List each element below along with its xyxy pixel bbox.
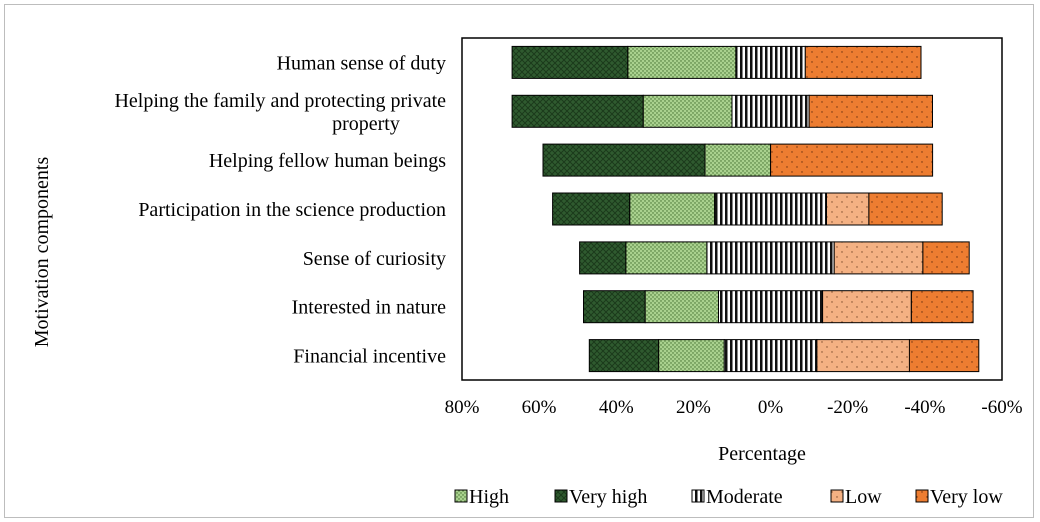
bars-group <box>511 45 980 373</box>
legend-label-low: Low <box>845 486 882 508</box>
bar-very-high-interested-in-nature <box>583 290 646 324</box>
y-label-sense-of-curiosity: Sense of curiosity <box>303 248 446 270</box>
bar-moderate-helping-the-family-and-protecting-private-property <box>731 94 810 128</box>
bar-moderate-sense-of-curiosity <box>706 241 835 275</box>
bar-very-low-sense-of-curiosity <box>922 241 970 275</box>
y-label-interested-in-nature: Interested in nature <box>292 297 446 319</box>
bar-very-high-participation-in-the-science-production <box>552 192 631 226</box>
bar-very-high-helping-fellow-human-beings <box>542 143 706 177</box>
bar-very-low-human-sense-of-duty <box>804 45 922 79</box>
y-labels-group: Human sense of duty Helping the family an… <box>114 52 446 367</box>
bar-moderate-interested-in-nature <box>718 290 824 324</box>
bar-moderate-financial-incentive <box>723 339 818 373</box>
plot-area <box>461 37 1003 381</box>
x-tick-80: 80% <box>445 397 480 418</box>
bar-low-financial-incentive <box>816 339 911 373</box>
bar-high-sense-of-curiosity <box>625 241 708 275</box>
bar-very-low-interested-in-nature <box>910 290 974 324</box>
x-tick-40: -40% <box>904 397 945 418</box>
x-tick-40: 40% <box>599 397 634 418</box>
legend: High Very high Moderate Low Very low <box>454 486 1003 508</box>
bar-high-interested-in-nature <box>644 290 720 324</box>
bar-very-high-human-sense-of-duty <box>511 45 629 79</box>
x-ticks-group: 80% 60% 40% 20% 0% -20% -40% -60% <box>445 397 1023 418</box>
bar-low-interested-in-nature <box>822 290 912 324</box>
bar-high-helping-fellow-human-beings <box>704 143 772 177</box>
bar-high-financial-incentive <box>658 339 725 373</box>
y-label-participation-in-the-science-production: Participation in the science production <box>138 199 446 221</box>
legend-label-very-low: Very low <box>930 486 1003 508</box>
bar-high-human-sense-of-duty <box>627 45 737 79</box>
y-axis-title: Motivation components <box>31 157 53 348</box>
bar-very-high-financial-incentive <box>588 339 660 373</box>
legend-swatch-very-high <box>554 489 568 503</box>
y-label-financial-incentive: Financial incentive <box>293 346 446 368</box>
legend-swatch-very-low <box>915 489 929 503</box>
legend-swatch-high <box>454 489 468 503</box>
legend-swatch-moderate <box>691 489 705 503</box>
legend-label-very-high: Very high <box>569 486 647 508</box>
bar-very-high-helping-the-family-and-protecting-private-property <box>511 94 644 128</box>
bar-moderate-human-sense-of-duty <box>735 45 806 79</box>
bar-high-helping-the-family-and-protecting-private-property <box>642 94 733 128</box>
bar-very-low-helping-the-family-and-protecting-private-property <box>808 94 933 128</box>
bar-low-participation-in-the-science-production <box>826 192 870 226</box>
legend-swatch-low <box>830 489 844 503</box>
x-tick-60: -60% <box>981 397 1022 418</box>
bar-low-sense-of-curiosity <box>833 241 924 275</box>
x-tick-60: 60% <box>522 397 557 418</box>
legend-label-high: High <box>469 486 509 508</box>
bar-very-high-sense-of-curiosity <box>579 241 627 275</box>
bar-high-participation-in-the-science-production <box>629 192 716 226</box>
bar-very-low-financial-incentive <box>908 339 980 373</box>
x-tick-20: -20% <box>827 397 868 418</box>
legend-label-moderate: Moderate <box>706 486 783 508</box>
y-label-helping-fellow-human-beings: Helping fellow human beings <box>209 150 446 172</box>
bar-very-low-helping-fellow-human-beings <box>770 143 934 177</box>
bar-moderate-participation-in-the-science-production <box>714 192 827 226</box>
x-axis-title: Percentage <box>718 443 806 465</box>
chart-frame <box>4 4 1034 518</box>
x-tick-20: 20% <box>676 397 711 418</box>
bar-very-low-participation-in-the-science-production <box>868 192 943 226</box>
y-label-human-sense-of-duty: Human sense of duty <box>277 52 446 74</box>
y-label-helping-the-family-and-protecting-private-property: Helping the family and protecting privat… <box>114 90 446 135</box>
x-tick-0: 0% <box>758 397 784 418</box>
